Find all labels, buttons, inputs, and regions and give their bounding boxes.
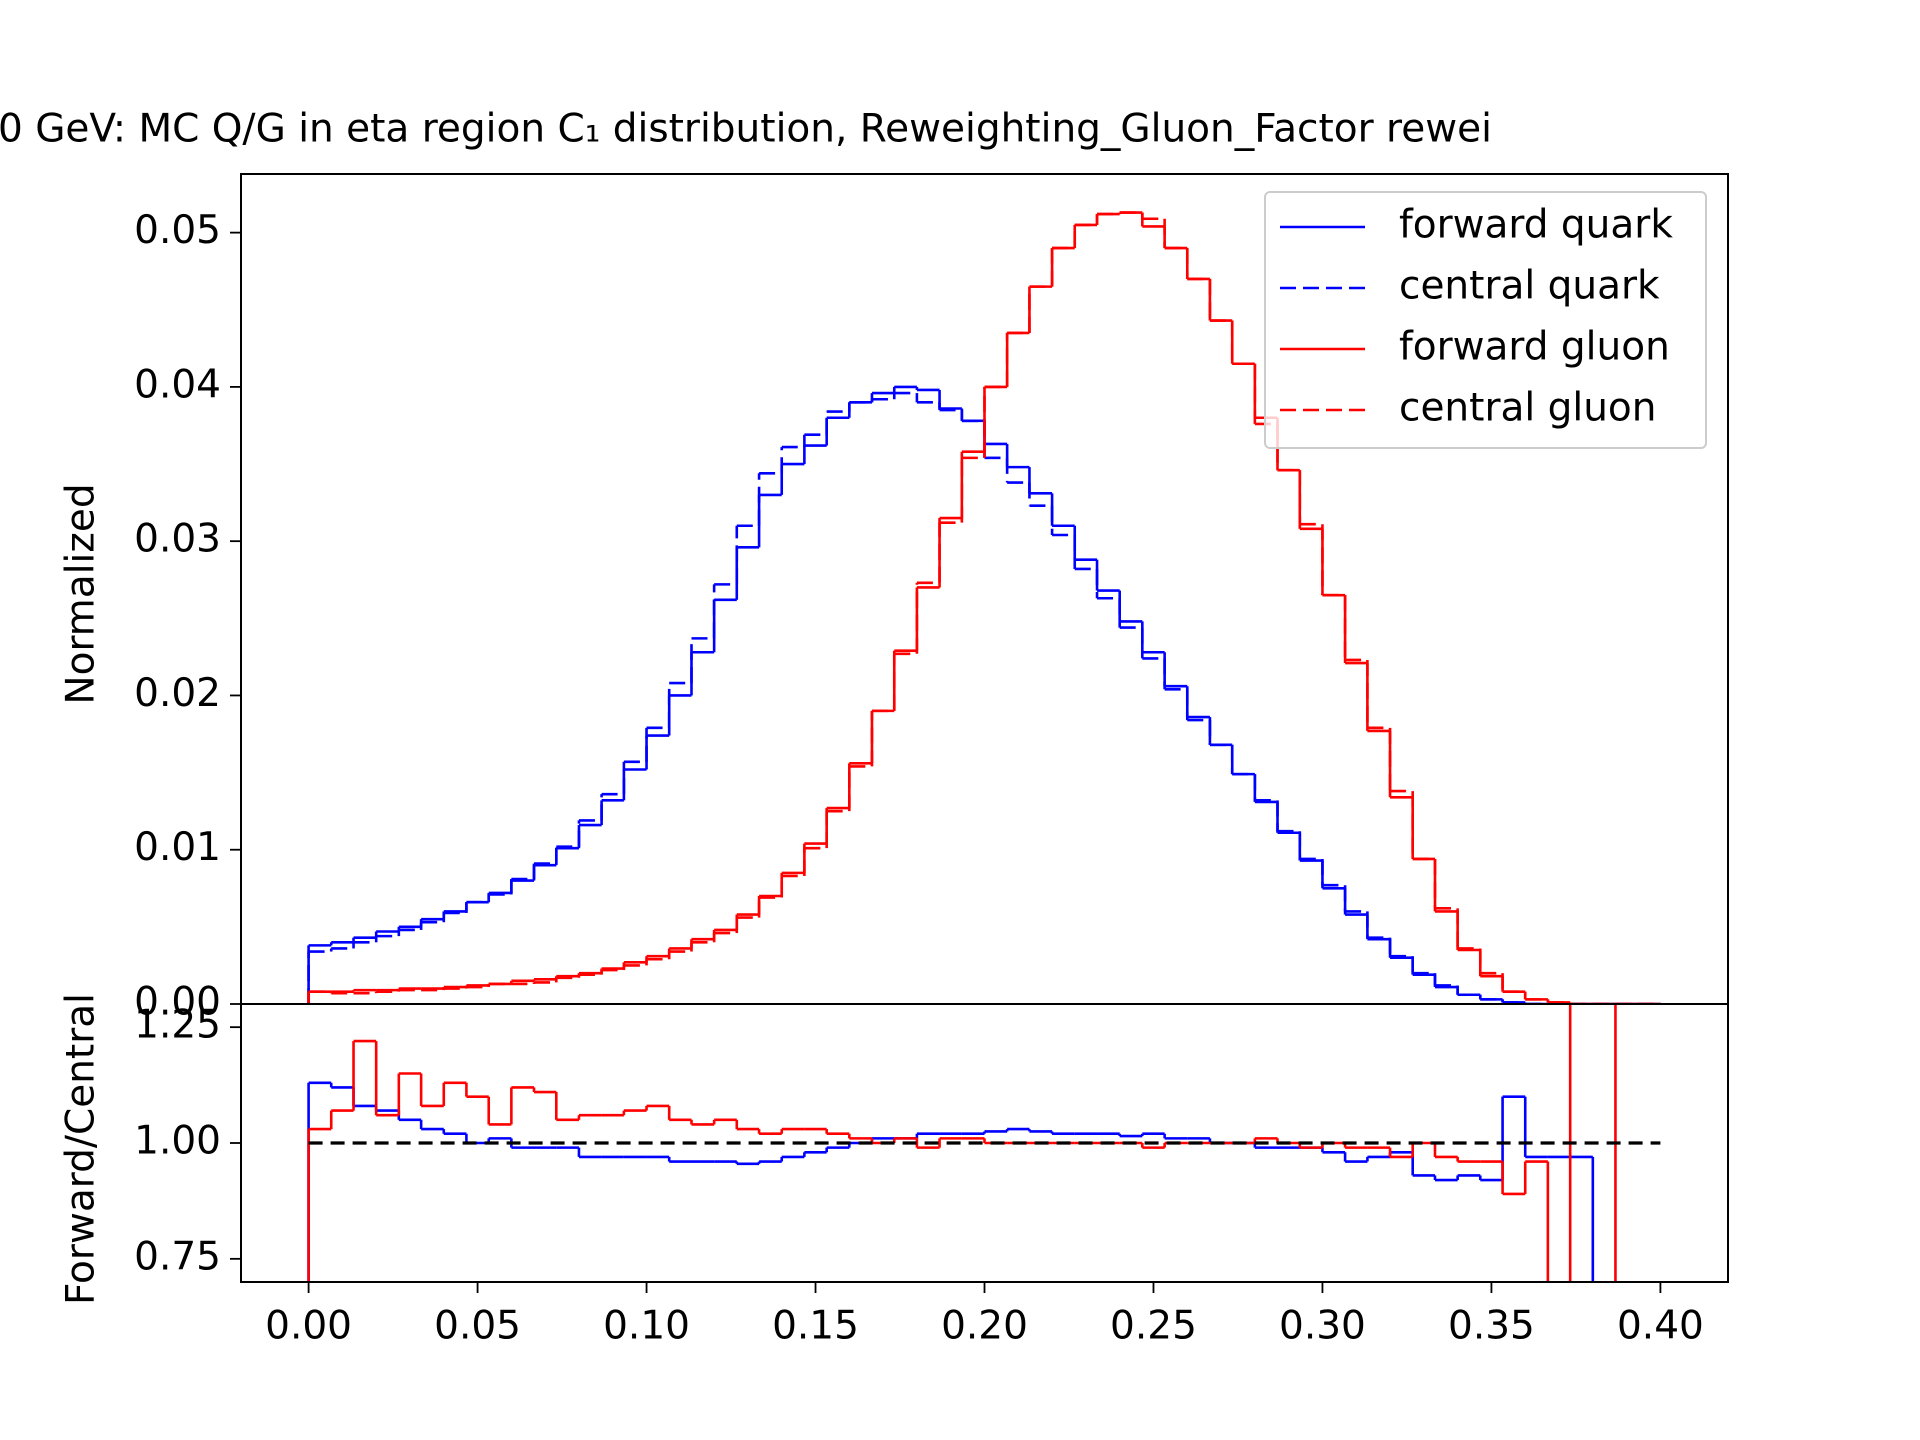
y-tick-label: 0.01	[134, 825, 221, 870]
x-tick-label: 0.05	[434, 1304, 521, 1349]
y-tick-label: 0.04	[134, 362, 221, 407]
x-tick-label: 0.35	[1448, 1304, 1535, 1349]
x-tick-label: 0.40	[1617, 1304, 1704, 1349]
x-tick-label: 0.15	[772, 1304, 859, 1349]
y-tick-label: 0.75	[134, 1234, 221, 1279]
x-tick-label: 0.00	[265, 1304, 352, 1349]
y-tick-label: 0.00	[134, 980, 221, 1025]
y-tick-label: 1.25	[134, 1003, 221, 1048]
y-axis-label: Forward/Central	[59, 993, 104, 1305]
plot-area	[307, 211, 1661, 1004]
legend-box	[1264, 191, 1707, 449]
x-tick-label: 0.30	[1279, 1304, 1366, 1349]
plot-area	[307, 1004, 1661, 1282]
chart-title: 0 GeV: MC Q/G in eta region C₁ distribut…	[0, 107, 1492, 152]
y-tick-label: 0.02	[134, 671, 221, 716]
legend: forward quark central quark forward gluon c…	[1264, 191, 1707, 449]
legend-label: central quark	[1399, 264, 1660, 309]
x-tick-label: 0.20	[941, 1304, 1028, 1349]
legend-label: forward quark	[1399, 203, 1673, 248]
x-tick-label: 0.10	[603, 1304, 690, 1349]
x-tick-label: 0.25	[1110, 1304, 1197, 1349]
y-tick-label: 1.00	[134, 1119, 221, 1164]
y-axis-label: Normalized	[59, 483, 104, 704]
axes-frame	[240, 1003, 1729, 1283]
y-tick-label: 0.05	[134, 208, 221, 253]
legend-label: forward gluon	[1399, 325, 1670, 370]
legend-label: central gluon	[1399, 386, 1657, 431]
y-tick-label: 0.03	[134, 517, 221, 562]
